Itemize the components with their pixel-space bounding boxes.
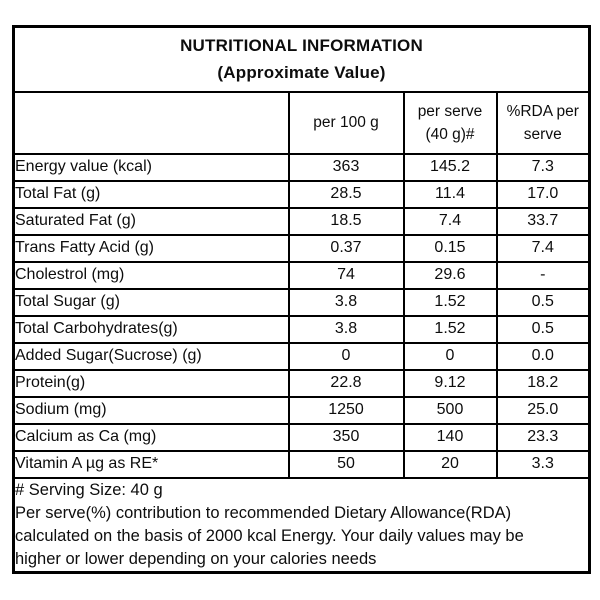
nutrient-row-added-sugar: Added Sugar(Sucrose) (g) 0 0 0.0 [12, 341, 591, 371]
nutrient-row-cholestrol: Cholestrol (mg) 74 29.6 - [12, 260, 591, 290]
nutrient-label: Cholestrol (mg) [12, 260, 290, 290]
nutrient-label: Sodium (mg) [12, 395, 290, 425]
nutrient-row-protein: Protein(g) 22.8 9.12 18.2 [12, 368, 591, 398]
nutrient-label: Protein(g) [12, 368, 290, 398]
value-rda: 0.5 [495, 314, 591, 344]
value-rda: 7.3 [495, 152, 591, 182]
value-per-serve: 11.4 [402, 179, 498, 209]
column-header-per-100g: per 100 g [287, 90, 405, 155]
nutrient-label: Saturated Fat (g) [12, 206, 290, 236]
per-serve-line2: (40 g)# [425, 125, 475, 143]
value-per-100g: 74 [287, 260, 405, 290]
value-per-serve: 29.6 [402, 260, 498, 290]
rda-line1: %RDA per [506, 102, 579, 120]
nutrient-row-calcium: Calcium as Ca (mg) 350 140 23.3 [12, 422, 591, 452]
nutrient-row-total-sugar: Total Sugar (g) 3.8 1.52 0.5 [12, 287, 591, 317]
value-per-serve: 140 [402, 422, 498, 452]
nutrient-label: Trans Fatty Acid (g) [12, 233, 290, 263]
value-rda: 3.3 [495, 449, 591, 479]
nutrient-label: Total Sugar (g) [12, 287, 290, 317]
nutrient-row-sodium: Sodium (mg) 1250 500 25.0 [12, 395, 591, 425]
value-per-100g: 3.8 [287, 287, 405, 317]
value-rda: 0.0 [495, 341, 591, 371]
footnote-serving-size: # Serving Size: 40 g [15, 480, 163, 499]
column-header-per-100g-label: per 100 g [313, 114, 379, 131]
footnote-cell: # Serving Size: 40 g Per serve(%) contri… [12, 476, 591, 573]
value-per-100g: 22.8 [287, 368, 405, 398]
nutrient-label: Added Sugar(Sucrose) (g) [12, 341, 290, 371]
per-serve-line1: per serve [417, 102, 483, 120]
value-rda: 23.3 [495, 422, 591, 452]
value-per-100g: 350 [287, 422, 405, 452]
nutrient-row-saturated-fat: Saturated Fat (g) 18.5 7.4 33.7 [12, 206, 591, 236]
column-header-row: per 100 g per serve (40 g)# %RDA per ser… [12, 90, 591, 155]
title-row: NUTRITIONAL INFORMATION (Approximate Val… [12, 25, 591, 93]
value-per-serve: 145.2 [402, 152, 498, 182]
footnote-row: # Serving Size: 40 g Per serve(%) contri… [12, 476, 591, 573]
column-header-item [12, 90, 290, 155]
value-per-100g: 3.8 [287, 314, 405, 344]
value-per-100g: 1250 [287, 395, 405, 425]
column-header-per-serve: per serve (40 g)# [402, 90, 498, 155]
table-subtitle: (Approximate Value) [217, 63, 386, 83]
title-cell: NUTRITIONAL INFORMATION (Approximate Val… [12, 25, 591, 93]
value-per-serve: 7.4 [402, 206, 498, 236]
value-per-serve: 0 [402, 341, 498, 371]
value-per-100g: 0.37 [287, 233, 405, 263]
value-per-100g: 28.5 [287, 179, 405, 209]
value-per-100g: 363 [287, 152, 405, 182]
footnote-rda-line1: Per serve(%) contribution to recommended… [15, 503, 512, 522]
value-rda: 33.7 [495, 206, 591, 236]
nutrient-label: Vitamin A µg as RE* [12, 449, 290, 479]
value-per-100g: 18.5 [287, 206, 405, 236]
value-per-serve: 1.52 [402, 287, 498, 317]
table-title: NUTRITIONAL INFORMATION [180, 36, 423, 56]
nutrient-row-trans-fatty-acid: Trans Fatty Acid (g) 0.37 0.15 7.4 [12, 233, 591, 263]
value-rda: 17.0 [495, 179, 591, 209]
rda-line2: serve [523, 125, 562, 143]
nutrient-row-vitamin-a: Vitamin A µg as RE* 50 20 3.3 [12, 449, 591, 479]
value-rda: 25.0 [495, 395, 591, 425]
value-per-serve: 500 [402, 395, 498, 425]
value-per-serve: 20 [402, 449, 498, 479]
nutrient-row-total-fat: Total Fat (g) 28.5 11.4 17.0 [12, 179, 591, 209]
nutrition-table: NUTRITIONAL INFORMATION (Approximate Val… [12, 25, 592, 574]
value-rda: 18.2 [495, 368, 591, 398]
value-rda: - [495, 260, 591, 290]
nutrient-row-total-carbohydrates: Total Carbohydrates(g) 3.8 1.52 0.5 [12, 314, 591, 344]
column-header-rda: %RDA per serve [495, 90, 591, 155]
footnote-rda-line3: higher or lower depending on your calori… [15, 549, 377, 568]
value-rda: 7.4 [495, 233, 591, 263]
value-per-serve: 0.15 [402, 233, 498, 263]
nutrient-label: Total Fat (g) [12, 179, 290, 209]
nutrient-label: Energy value (kcal) [12, 152, 290, 182]
nutrient-row-energy: Energy value (kcal) 363 145.2 7.3 [12, 152, 591, 182]
footnote-rda-line2: calculated on the basis of 2000 kcal Ene… [15, 526, 524, 545]
nutrient-label: Calcium as Ca (mg) [12, 422, 290, 452]
value-per-100g: 0 [287, 341, 405, 371]
value-per-100g: 50 [287, 449, 405, 479]
value-per-serve: 1.52 [402, 314, 498, 344]
value-per-serve: 9.12 [402, 368, 498, 398]
nutrient-label: Total Carbohydrates(g) [12, 314, 290, 344]
value-rda: 0.5 [495, 287, 591, 317]
